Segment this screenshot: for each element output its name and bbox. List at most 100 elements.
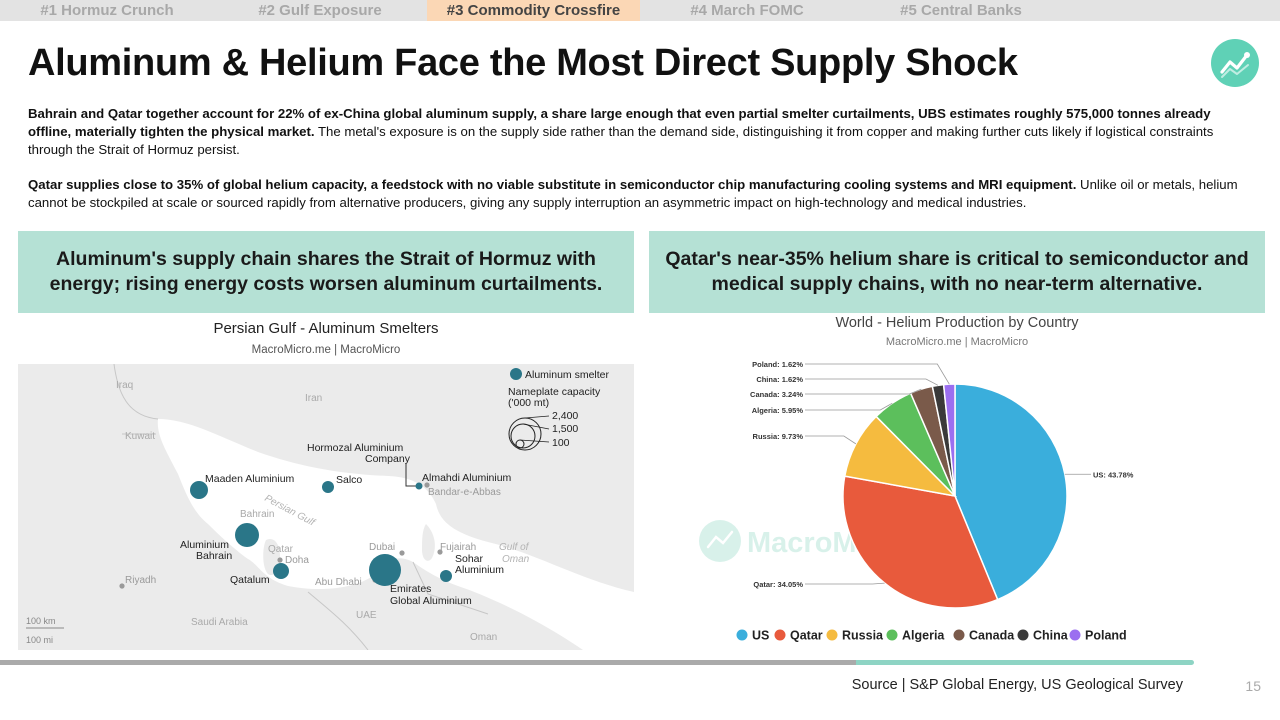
- smelter-marker-sohar: [440, 570, 452, 582]
- country-label-qatar: Qatar: [268, 544, 294, 555]
- smelter-label-maaden: Maaden Aluminium: [205, 473, 295, 485]
- helium-callout-text: Qatar's near-35% helium share is critica…: [665, 248, 1249, 295]
- country-label-kuwait: Kuwait: [125, 431, 155, 442]
- helium-paragraph: Qatar supplies close to 35% of global he…: [28, 176, 1256, 212]
- legend-label-china: China: [1033, 629, 1069, 643]
- smelter-label-qatalum: Qatalum: [230, 574, 270, 586]
- legend-smelter-label: Aluminum smelter: [525, 369, 610, 381]
- city-label-dubai: Dubai: [369, 542, 395, 553]
- legend-label-russia: Russia: [842, 629, 884, 643]
- gulf-water: [157, 419, 634, 650]
- source-note: Source | S&P Global Energy, US Geologica…: [851, 677, 1183, 693]
- smelter-marker-maaden: [190, 481, 208, 499]
- legend-capacity-1500: 1,500: [552, 423, 578, 435]
- tab-march-fomc[interactable]: #4 March FOMC: [690, 2, 804, 19]
- musandam-peninsula: [422, 524, 435, 561]
- smelter-label-alba-line2: Bahrain: [196, 550, 232, 562]
- pie-label-poland: Poland: 1.62%: [752, 360, 803, 369]
- tab-bar: #1 Hormuz Crunch #2 Gulf Exposure #3 Com…: [0, 0, 1280, 21]
- helium-paragraph-bold: Qatar supplies close to 35% of global he…: [28, 177, 1077, 192]
- pie-label-canada: Canada: 3.24%: [750, 390, 803, 399]
- progress-bar-accent: [856, 660, 1194, 665]
- smelter-label-ega-line2: Global Aluminium: [390, 595, 472, 607]
- tab-commodity-crossfire[interactable]: #3 Commodity Crossfire: [427, 0, 640, 21]
- pie-chart-title: World - Helium Production by Country: [835, 315, 1079, 331]
- pie-label-qatar: Qatar: 34.05%: [753, 580, 803, 589]
- legend-swatch-algeria: [886, 629, 898, 641]
- aluminum-paragraph: Bahrain and Qatar together account for 2…: [28, 105, 1256, 159]
- legend-swatch-canada: [953, 629, 965, 641]
- pie-leader-algeria: [805, 402, 893, 411]
- water-label-gulf-of: Gulf of: [499, 542, 530, 553]
- country-label-oman: Oman: [470, 632, 497, 643]
- legend-label-us: US: [752, 629, 769, 643]
- pie-leader-canada: [805, 388, 922, 395]
- legend-label-poland: Poland: [1085, 629, 1127, 643]
- smelter-label-ega: Emirates: [390, 583, 431, 595]
- smelter-marker-hormozal: [415, 482, 423, 490]
- legend-swatch-russia: [826, 629, 838, 641]
- helium-paragraph-text: Unlike oil or metals, helium cannot be s…: [28, 177, 1238, 210]
- smelter-marker-ega: [369, 554, 401, 586]
- water-label-oman: Oman: [502, 554, 530, 565]
- city-label-abu-dhabi: Abu Dhabi: [315, 577, 362, 588]
- country-label-saudi-arabia: Saudi Arabia: [191, 617, 248, 628]
- chart-line-icon: [1211, 39, 1259, 87]
- city-label-fujairah: Fujairah: [440, 542, 476, 553]
- watermark-logo-icon: [699, 520, 741, 562]
- aluminum-paragraph-bold: Bahrain and Qatar together account for 2…: [28, 106, 1211, 139]
- country-label-iraq: Iraq: [116, 380, 133, 391]
- legend-label-algeria: Algeria: [902, 629, 945, 643]
- smelter-marker-qatalum: [273, 563, 289, 579]
- persian-gulf-map: Iraq Iran Kuwait Bahrain Qatar UAE Saudi…: [18, 364, 634, 650]
- smelter-marker-salco: [322, 481, 334, 493]
- city-label-bandar-e-abbas: Bandar-e-Abbas: [428, 487, 501, 498]
- aluminum-paragraph-text: The metal's exposure is on the supply si…: [28, 124, 1214, 157]
- city-label-doha: Doha: [285, 555, 309, 566]
- legend-label-canada: Canada: [969, 629, 1015, 643]
- map-title: Persian Gulf - Aluminum Smelters: [213, 320, 439, 337]
- page-title: Aluminum & Helium Face the Most Direct S…: [28, 42, 1018, 84]
- smelter-label-hormozal-line2: Company: [365, 453, 411, 465]
- page-number: 15: [1245, 678, 1261, 694]
- aluminum-callout: Aluminum's supply chain shares the Strai…: [18, 231, 634, 313]
- pie-leader-poland: [805, 363, 950, 385]
- smelter-label-alba: Aluminium: [180, 539, 229, 551]
- progress-bar-track: [0, 660, 856, 665]
- helium-pie-chart: MacroMicro US: 43.78% Qatar: 34.05% Russia…: [649, 352, 1265, 652]
- legend-capacity-2400: 2,400: [552, 410, 578, 422]
- smelter-label-hormozal: Hormozal Aluminium: [307, 442, 404, 454]
- legend-capacity-title: Nameplate capacity: [508, 386, 601, 398]
- smelter-marker-alba: [235, 523, 259, 547]
- country-label-uae: UAE: [356, 610, 377, 621]
- helium-callout: Qatar's near-35% helium share is critica…: [649, 231, 1265, 313]
- legend-swatch-poland: [1069, 629, 1081, 641]
- legend-capacity-unit: ('000 mt): [508, 397, 549, 409]
- pie-label-algeria: Algeria: 5.95%: [752, 406, 804, 415]
- map-subtitle: MacroMicro.me | MacroMicro: [251, 344, 401, 356]
- pie-slice-qatar: [842, 475, 999, 609]
- tab-central-banks[interactable]: #5 Central Banks: [900, 2, 1022, 19]
- country-label-bahrain: Bahrain: [240, 509, 274, 520]
- legend-swatch-china: [1017, 629, 1029, 641]
- aluminum-callout-text: Aluminum's supply chain shares the Strai…: [49, 248, 603, 295]
- smelter-label-salco: Salco: [336, 474, 362, 486]
- pie-leader-china: [805, 378, 939, 386]
- tab-gulf-exposure[interactable]: #2 Gulf Exposure: [258, 2, 382, 19]
- pie-leader-russia: [805, 435, 857, 445]
- smelter-label-almahdi: Almahdi Aluminium: [422, 472, 512, 484]
- smelter-label-sohar: Sohar: [455, 553, 484, 565]
- legend-capacity-100: 100: [552, 437, 570, 449]
- pie-label-china: China: 1.62%: [756, 375, 803, 384]
- pie-chart-subtitle: MacroMicro.me | MacroMicro: [885, 336, 1029, 348]
- legend-smelter-swatch: [510, 368, 522, 380]
- scale-mi-label: 100 mi: [26, 635, 53, 645]
- country-label-iran: Iran: [305, 393, 322, 404]
- legend-swatch-qatar: [774, 629, 786, 641]
- pie-leader-qatar: [805, 582, 885, 585]
- city-label-riyadh: Riyadh: [125, 575, 156, 586]
- tab-hormuz-crunch[interactable]: #1 Hormuz Crunch: [40, 2, 174, 19]
- pie-slice-us: [954, 383, 1068, 601]
- pie-label-us: US: 43.78%: [1093, 470, 1134, 479]
- legend-swatch-us: [736, 629, 748, 641]
